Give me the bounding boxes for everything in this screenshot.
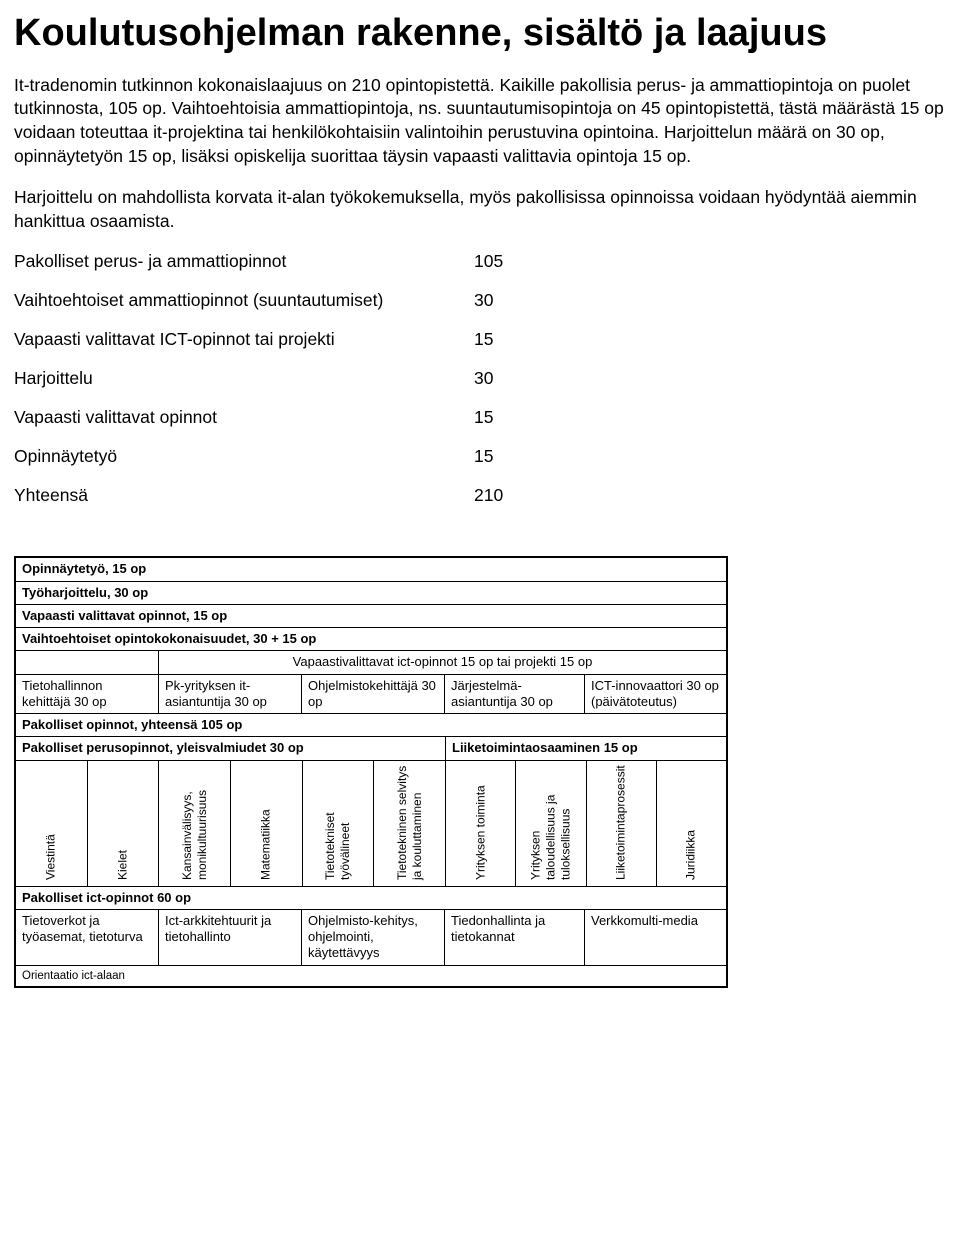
credits-value: 210 [474, 485, 503, 524]
struct-ict-col: Tietoverkot ja työasemat, tietoturva [16, 910, 159, 965]
vert-label: Yrityksen toiminta [473, 785, 488, 880]
credits-label: Opinnäytetyö [14, 446, 474, 485]
struct-track: Ohjelmistokehittäjä 30 op [302, 675, 445, 714]
struct-track: Järjestelmä-asiantuntija 30 op [445, 675, 585, 714]
vert-cols-basic: Viestintä Kielet Kansainvälisyys, moniku… [16, 761, 445, 886]
struct-track: ICT-innovaattori 30 op (päivätoteutus) [585, 675, 726, 714]
structure-diagram: Opinnäytetyö, 15 op Työharjoittelu, 30 o… [14, 556, 728, 988]
vert-cols-business: Yrityksen toiminta Yrityksen taloudellis… [446, 761, 726, 886]
struct-tracks: Tietohallinnon kehittäjä 30 op Pk-yrityk… [16, 674, 726, 714]
credits-table: Pakolliset perus- ja ammattiopinnot105 V… [14, 251, 503, 524]
struct-ict-title: Pakolliset ict-opinnot 60 op [16, 887, 726, 909]
vert-label: Yrityksen taloudellisuus ja tuloksellisu… [528, 765, 573, 880]
table-row: Harjoittelu30 [14, 368, 503, 407]
credits-label: Pakolliset perus- ja ammattiopinnot [14, 251, 474, 290]
table-row: Vaihtoehtoiset ammattiopinnot (suuntautu… [14, 290, 503, 329]
vert-label: Viestintä [44, 834, 59, 880]
struct-row-thesis: Opinnäytetyö, 15 op [16, 558, 726, 581]
struct-business-title: Liiketoimintaosaaminen 15 op [446, 737, 726, 759]
struct-basic-title: Pakolliset perusopinnot, yleisvalmiudet … [16, 737, 446, 759]
struct-row-orientation: Orientaatio ict-alaan [16, 966, 726, 986]
vert-label: Kansainvälisyys, monikultuurisuus [180, 765, 210, 880]
struct-row-mandatory-basic: Pakolliset perusopinnot, yleisvalmiudet … [16, 737, 726, 886]
table-row: Vapaasti valittavat ICT-opinnot tai proj… [14, 329, 503, 368]
struct-ict-col: Ict-arkkitehtuurit ja tietohallinto [159, 910, 302, 965]
credits-value: 15 [474, 329, 503, 368]
struct-row-optional-modules: Vaihtoehtoiset opintokokonaisuudet, 30 +… [16, 628, 726, 714]
credits-label: Vapaasti valittavat opinnot [14, 407, 474, 446]
paragraph-1: It-tradenomin tutkinnon kokonaislaajuus … [14, 74, 946, 169]
table-row: Opinnäytetyö15 [14, 446, 503, 485]
credits-value: 15 [474, 446, 503, 485]
struct-row-internship: Työharjoittelu, 30 op [16, 582, 726, 605]
vert-label: Matematiikka [259, 809, 274, 880]
vert-label: Tietotekniset työvälineet [323, 765, 353, 880]
credits-value: 30 [474, 368, 503, 407]
vert-label: Tietotekninen selvitys ja kouluttaminen [395, 765, 425, 880]
paragraph-2: Harjoittelu on mahdollista korvata it-al… [14, 186, 946, 233]
credits-value: 15 [474, 407, 503, 446]
struct-optional-subtitle: Vapaastivalittavat ict-opinnot 15 op tai… [159, 651, 726, 673]
credits-label: Yhteensä [14, 485, 474, 524]
table-row: Pakolliset perus- ja ammattiopinnot105 [14, 251, 503, 290]
struct-ict-col: Verkkomulti-media [585, 910, 726, 965]
vert-label: Juridiikka [684, 830, 699, 880]
credits-label: Vapaasti valittavat ICT-opinnot tai proj… [14, 329, 474, 368]
struct-track: Tietohallinnon kehittäjä 30 op [16, 675, 159, 714]
struct-ict-col: Tiedonhallinta ja tietokannat [445, 910, 585, 965]
struct-optional-title: Vaihtoehtoiset opintokokonaisuudet, 30 +… [16, 628, 726, 650]
credits-value: 30 [474, 290, 503, 329]
struct-row-free-elective: Vapaasti valittavat opinnot, 15 op [16, 605, 726, 628]
credits-label: Vaihtoehtoiset ammattiopinnot (suuntautu… [14, 290, 474, 329]
credits-value: 105 [474, 251, 503, 290]
page-title: Koulutusohjelman rakenne, sisältö ja laa… [14, 12, 946, 56]
vert-label: Liiketoimintaprosessit [614, 765, 629, 880]
struct-ict-cols: Tietoverkot ja työasemat, tietoturva Ict… [16, 909, 726, 965]
struct-row-mandatory-total: Pakolliset opinnot, yhteensä 105 op [16, 714, 726, 737]
struct-ict-col: Ohjelmisto-kehitys, ohjelmointi, käytett… [302, 910, 445, 965]
struct-track: Pk-yrityksen it-asiantuntija 30 op [159, 675, 302, 714]
table-row: Vapaasti valittavat opinnot15 [14, 407, 503, 446]
struct-row-ict: Pakolliset ict-opinnot 60 op Tietoverkot… [16, 887, 726, 966]
credits-label: Harjoittelu [14, 368, 474, 407]
vert-label: Kielet [116, 850, 131, 880]
table-row: Yhteensä210 [14, 485, 503, 524]
